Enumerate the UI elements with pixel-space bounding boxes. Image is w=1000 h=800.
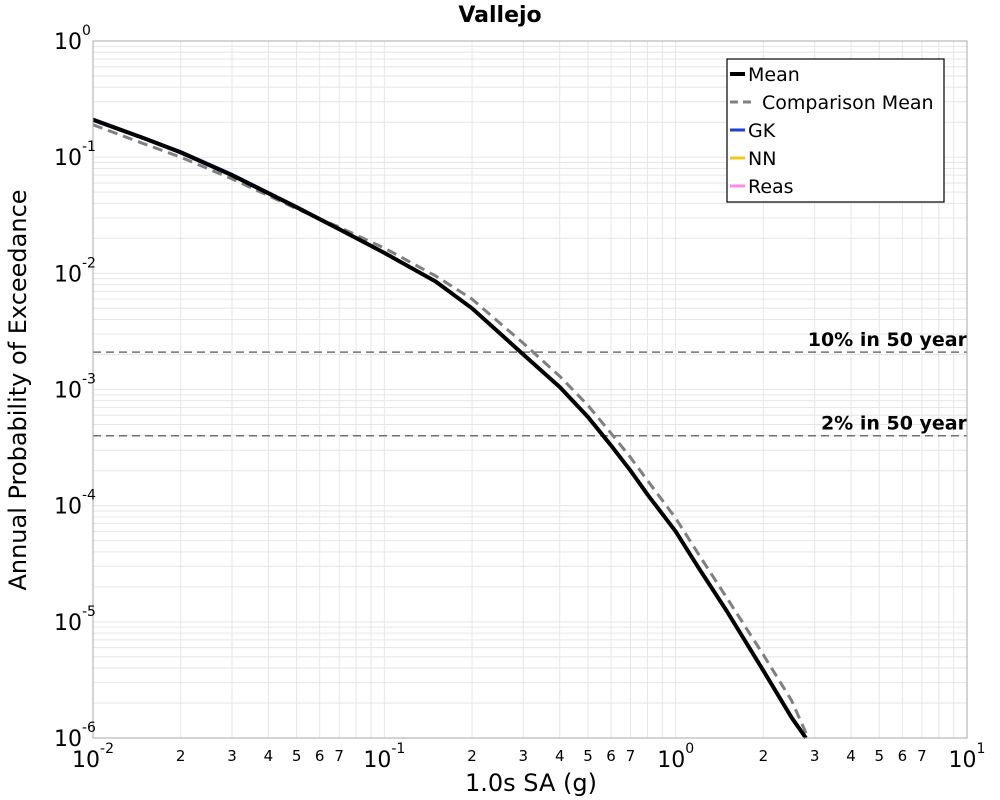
reference-line-label: 10% in 50 year <box>808 329 968 351</box>
x-minor-tick-label: 4 <box>264 747 274 765</box>
y-axis-label: Annual Probability of Exceedance <box>4 189 32 590</box>
x-minor-tick-label: 3 <box>227 747 237 765</box>
x-minor-tick-label: 2 <box>759 747 769 765</box>
legend-label: NN <box>748 148 776 170</box>
x-minor-tick-label: 5 <box>875 747 885 765</box>
x-minor-tick-label: 6 <box>315 747 325 765</box>
y-tick-label: 10-3 <box>54 372 96 404</box>
x-minor-tick-label: 2 <box>176 747 186 765</box>
y-tick-label: 10-4 <box>54 488 96 520</box>
x-minor-tick-label: 4 <box>555 747 565 765</box>
y-axis-ticks: 100 10-1 10-2 10-3 10-4 10-5 10-6 <box>54 23 96 752</box>
x-minor-tick-label: 7 <box>917 747 927 765</box>
legend-label: GK <box>748 120 776 142</box>
x-tick-label: 10-2 <box>72 741 114 773</box>
x-minor-tick-label: 6 <box>606 747 616 765</box>
legend-box <box>726 58 945 203</box>
series-line-gk <box>92 117 385 254</box>
y-tick-label: 10-2 <box>54 255 96 287</box>
x-tick-label: 10-1 <box>363 741 405 773</box>
x-tick-label: 100 <box>657 741 694 773</box>
legend-label: Comparison Mean <box>762 92 934 114</box>
reference-line-label: 2% in 50 year <box>821 413 968 435</box>
x-minor-tick-label: 4 <box>846 747 856 765</box>
x-tick-label: 101 <box>949 741 986 773</box>
legend-label: Mean <box>748 64 800 86</box>
x-minor-tick-label: 2 <box>467 747 477 765</box>
series-lines <box>92 117 810 740</box>
x-minor-tick-label: 6 <box>898 747 908 765</box>
reference-lines: 10% in 50 year 2% in 50 year <box>93 329 968 437</box>
legend: Mean Comparison Mean GK NN Reas <box>726 58 945 203</box>
chart-title: Vallejo <box>458 3 541 28</box>
series-line-reas <box>92 120 385 255</box>
series-line-comparison-mean <box>92 123 810 739</box>
y-tick-label: 10-5 <box>54 604 96 636</box>
y-tick-label: 10-1 <box>54 139 96 171</box>
x-minor-tick-label: 5 <box>292 747 302 765</box>
x-axis-label: 1.0s SA (g) <box>465 769 597 797</box>
x-minor-tick-label: 7 <box>334 747 344 765</box>
y-tick-label: 100 <box>54 23 91 55</box>
plot-frame <box>92 40 968 739</box>
x-minor-tick-label: 5 <box>583 747 593 765</box>
x-minor-tick-label: 3 <box>519 747 529 765</box>
legend-label: Reas <box>748 176 794 198</box>
y-tick-label: 10-6 <box>54 720 96 752</box>
x-minor-tick-label: 3 <box>810 747 820 765</box>
x-minor-tick-label: 7 <box>626 747 636 765</box>
series-line-mean <box>92 117 808 740</box>
